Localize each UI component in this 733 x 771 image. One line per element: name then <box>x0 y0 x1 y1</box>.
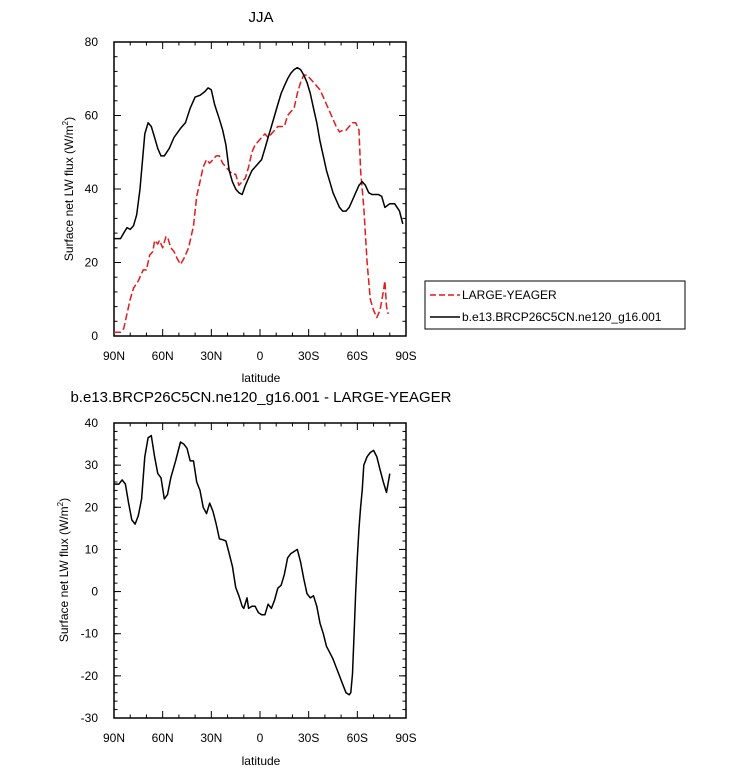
top-chart-y-ticks: 0 20 40 60 80 <box>85 35 406 343</box>
bottom-chart-x-tick-label: 90N <box>103 731 125 745</box>
top-chart-y-tick-label: 80 <box>85 35 99 49</box>
top-chart-x-ticks: 90N 60N 30N 0 30S 60S 90S <box>103 42 417 363</box>
top-chart-series <box>114 66 404 334</box>
bottom-chart-y-axis-label-close: ) <box>57 498 71 502</box>
top-chart-title: JJA <box>248 9 273 26</box>
bottom-chart-y-tick-label: 10 <box>85 542 99 556</box>
bottom-chart-y-tick-label: 40 <box>85 416 99 430</box>
top-chart-x-tick-label: 60N <box>152 349 174 363</box>
top-chart-y-axis-label-close: ) <box>62 117 76 121</box>
top-chart-series-line-1 <box>114 66 404 240</box>
bottom-chart-y-tick-label: -20 <box>81 669 99 683</box>
top-chart-x-tick-label: 90S <box>395 349 416 363</box>
bottom-chart-y-tick-label: -30 <box>81 711 99 725</box>
bottom-chart-y-tick-label: 20 <box>85 500 99 514</box>
top-chart-y-axis-label-superscript: 2 <box>61 120 70 125</box>
bottom-chart-title: b.e13.BRCP26C5CN.ne120_g16.001 - LARGE-Y… <box>70 389 451 406</box>
top-chart-y-tick-label: 20 <box>85 256 99 270</box>
top-chart-x-tick-label: 30N <box>200 349 222 363</box>
top-chart-y-axis-label-main: Surface net LW flux (W/m <box>62 125 76 261</box>
bottom-chart-y-axis-label-superscript: 2 <box>56 501 65 506</box>
bottom-chart-y-ticks: -30 -20 -10 0 10 20 30 40 <box>81 416 406 725</box>
bottom-chart-series <box>114 434 391 696</box>
bottom-chart-y-tick-label: -10 <box>81 627 99 641</box>
bottom-chart-x-tick-label: 60S <box>347 731 368 745</box>
bottom-chart-y-tick-label: 30 <box>85 458 99 472</box>
top-chart-x-tick-label: 60S <box>347 349 368 363</box>
bottom-chart-y-axis-label-main: Surface net LW flux (W/m <box>57 506 71 642</box>
bottom-chart-x-tick-label: 30S <box>298 731 319 745</box>
bottom-chart-x-axis-label: latitude <box>242 754 281 768</box>
top-chart-y-tick-label: 0 <box>91 329 98 343</box>
bottom-chart-series-line-0 <box>114 434 391 696</box>
top-chart-series-line-0 <box>114 74 389 334</box>
top-chart-x-tick-label: 30S <box>298 349 319 363</box>
bottom-chart-y-tick-label: 0 <box>91 585 98 599</box>
top-chart-x-axis-label: latitude <box>242 371 281 385</box>
top-chart-y-tick-label: 60 <box>85 109 99 123</box>
bottom-chart-x-tick-label: 60N <box>152 731 174 745</box>
top-chart-x-tick-label: 0 <box>257 349 264 363</box>
bottom-chart-x-tick-label: 0 <box>257 731 264 745</box>
legend-label-model: b.e13.BRCP26C5CN.ne120_g16.001 <box>462 310 662 324</box>
top-chart-legend: LARGE-YEAGER b.e13.BRCP26C5CN.ne120_g16.… <box>424 280 686 330</box>
top-chart-y-tick-label: 40 <box>85 182 99 196</box>
bottom-chart-y-axis-label: Surface net LW flux (W/m2) <box>56 498 71 642</box>
bottom-chart-x-tick-label: 30N <box>200 731 222 745</box>
top-chart-x-tick-label: 90N <box>103 349 125 363</box>
legend-box <box>424 280 686 330</box>
legend-label-large-yeager: LARGE-YEAGER <box>462 288 557 302</box>
top-chart-y-axis-label: Surface net LW flux (W/m2) <box>61 117 76 261</box>
bottom-chart-x-ticks: 90N 60N 30N 0 30S 60S 90S <box>103 423 417 745</box>
bottom-chart-plot-frame <box>113 422 407 719</box>
bottom-chart-panel: b.e13.BRCP26C5CN.ne120_g16.001 - LARGE-Y… <box>56 389 452 768</box>
bottom-chart-x-tick-label: 90S <box>395 731 416 745</box>
top-chart-panel: JJA 90N 60N 30N 0 30S 60S 90S 0 20 40 60 80 latitu… <box>61 9 686 385</box>
